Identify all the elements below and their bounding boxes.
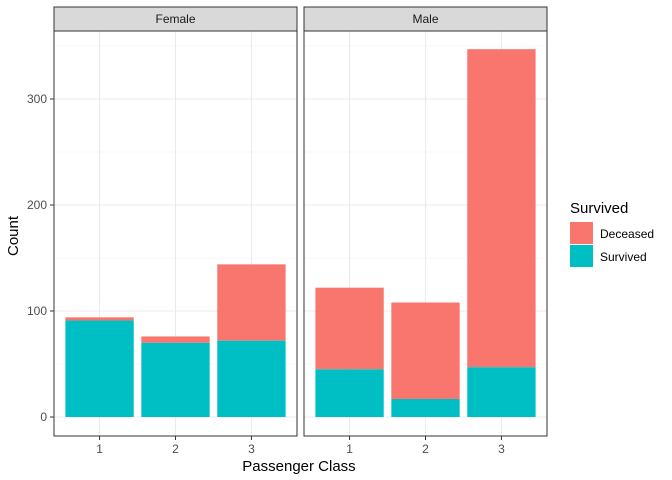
- bar-deceased: [467, 49, 536, 368]
- legend-key-survived: [570, 245, 593, 267]
- legend-key-deceased: [570, 222, 593, 244]
- legend-label-deceased: Deceased: [600, 227, 654, 241]
- legend-title: Survived: [570, 200, 628, 217]
- y-tick-label: 300: [27, 92, 47, 106]
- bar-survived: [315, 369, 384, 417]
- x-tick-label: 3: [248, 442, 255, 456]
- facet-strip-label: Female: [155, 12, 195, 26]
- x-axis-title: Passenger Class: [242, 458, 355, 475]
- y-axis-title: Count: [5, 215, 22, 256]
- bar-survived: [65, 320, 134, 417]
- bar-deceased: [391, 302, 460, 399]
- x-tick-label: 2: [172, 442, 179, 456]
- legend-label-survived: Survived: [600, 250, 647, 264]
- bar-survived: [467, 367, 536, 417]
- facet-panel-male: Male 1 2 3: [303, 6, 548, 456]
- facet-strip: [303, 6, 548, 32]
- bar-survived: [391, 398, 460, 417]
- y-tick-label: 0: [40, 410, 47, 424]
- legend: Survived Deceased Survived: [570, 200, 654, 267]
- bar-deceased: [65, 317, 134, 321]
- x-tick-label: 1: [96, 442, 103, 456]
- bar-deceased: [217, 264, 286, 341]
- facet-strip: [53, 6, 298, 32]
- y-tick-label: 100: [27, 304, 47, 318]
- bar-survived: [217, 340, 286, 417]
- bar-deceased: [315, 287, 384, 370]
- y-tick-label: 200: [27, 198, 47, 212]
- facet-strip-label: Male: [412, 12, 438, 26]
- x-tick-label: 3: [498, 442, 505, 456]
- bar-deceased: [141, 336, 210, 343]
- facet-panel-female: Female 1 2 3 0 100 200 300: [27, 6, 298, 456]
- bar-survived: [141, 342, 210, 417]
- x-tick-label: 1: [346, 442, 353, 456]
- x-tick-label: 2: [422, 442, 429, 456]
